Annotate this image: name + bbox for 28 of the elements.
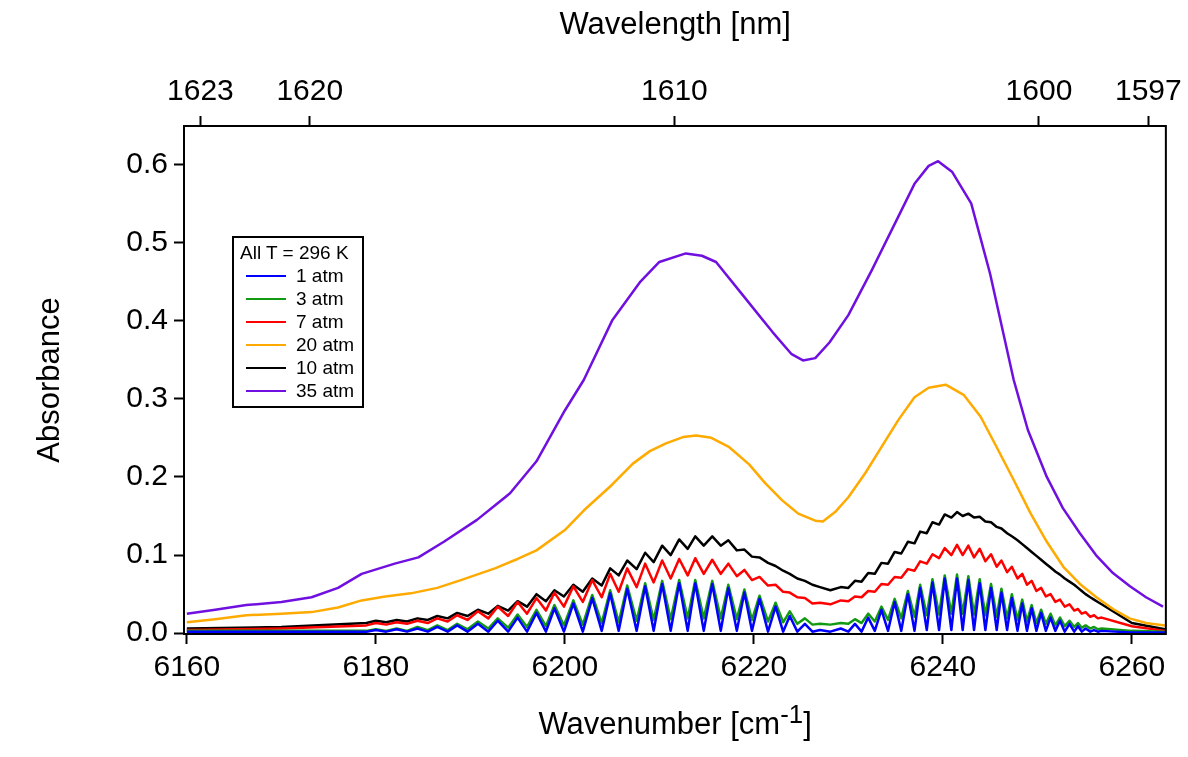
legend-label: 10 atm xyxy=(296,356,355,379)
legend-title: All T = 296 K xyxy=(240,241,350,264)
x2-tick-label: 1597 xyxy=(1114,73,1182,107)
y-tick-label: 0.4 xyxy=(126,301,168,335)
legend-label: 20 atm xyxy=(296,333,355,356)
y-tick-label: 0.0 xyxy=(126,614,168,648)
legend-label: 35 atm xyxy=(296,379,355,402)
y-tick-label: 0.2 xyxy=(126,458,168,492)
legend-label: 7 atm xyxy=(296,310,344,333)
y-axis-title: Absorbance xyxy=(30,297,67,463)
x-tick-label: 6160 xyxy=(153,649,221,683)
x-tick-label: 6200 xyxy=(531,649,599,683)
x2-tick-label: 1623 xyxy=(167,73,234,107)
x-tick-label: 6220 xyxy=(720,649,788,683)
x-tick-label: 6240 xyxy=(909,649,977,683)
x2-axis-title: Wavelength [nm] xyxy=(559,6,791,42)
legend-label: 1 atm xyxy=(296,264,344,287)
x-axis-title: Wavenumber [cm$^{-1}$] xyxy=(538,700,812,743)
y-tick-label: 0.5 xyxy=(126,223,168,257)
x2-tick-label: 1620 xyxy=(276,73,344,107)
y-tick-label: 0.6 xyxy=(126,145,168,179)
x-tick-label: 6260 xyxy=(1098,649,1166,683)
legend-label: 3 atm xyxy=(296,287,344,310)
x2-tick-label: 1600 xyxy=(1005,73,1073,107)
y-tick-label: 0.1 xyxy=(126,536,168,570)
x2-tick-label: 1610 xyxy=(641,73,708,107)
x-tick-label: 6180 xyxy=(342,649,410,683)
y-tick-label: 0.3 xyxy=(126,380,168,414)
